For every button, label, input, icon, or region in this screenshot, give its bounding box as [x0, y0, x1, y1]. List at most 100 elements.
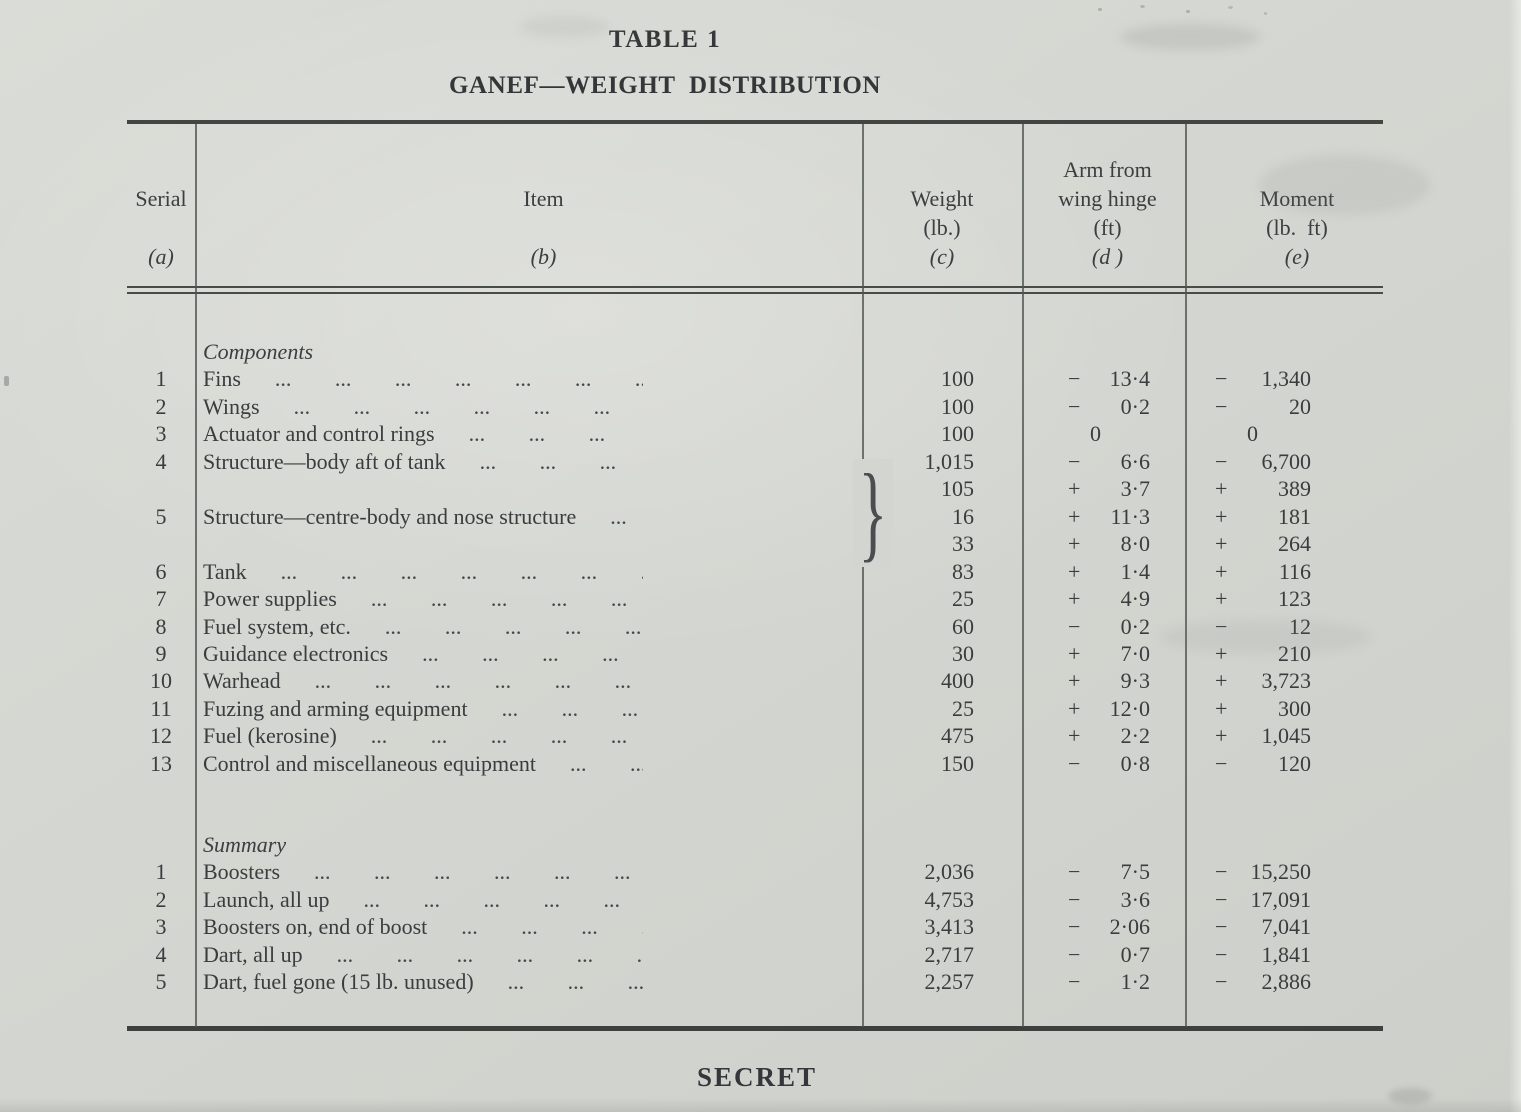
value-number: 7,041	[1261, 914, 1312, 940]
item-cell	[195, 530, 862, 558]
paper-speck	[1228, 6, 1233, 9]
signed-value: − 0·2	[1068, 613, 1150, 641]
value-sign: +	[1215, 640, 1228, 666]
bleed-through-smudge	[1120, 24, 1260, 50]
column-unit: (lb.)	[923, 215, 961, 240]
table-row: 7 Power supplies ... ... ... ... ... ... .…	[127, 585, 1385, 613]
value-number: 9·3	[1120, 668, 1150, 694]
leader-dots: ... ... ... ... ... ... ... ... ... ...	[336, 941, 643, 967]
moment-value: +123	[1185, 585, 1385, 613]
weight-value: 100	[941, 366, 974, 392]
column-key: (a)	[148, 244, 174, 269]
value-sign: +	[1068, 558, 1081, 584]
column-key: (d )	[1091, 244, 1124, 269]
signed-value: − 7,041	[1215, 913, 1311, 941]
value-number: 2·2	[1120, 723, 1150, 749]
table-number: TABLE 1	[608, 26, 722, 53]
value-number: 300	[1278, 695, 1311, 721]
value-number: 2,886	[1261, 969, 1312, 995]
value-sign: −	[1215, 613, 1228, 639]
weight-value: 2,717	[924, 941, 975, 967]
item-cell: Control and miscellaneous equipment ... .…	[195, 750, 862, 778]
value-sign: +	[1068, 668, 1081, 694]
arm-value: +8·0	[1022, 530, 1185, 558]
signed-value: −17,091	[1215, 886, 1311, 914]
value-sign: +	[1068, 476, 1081, 502]
item-cell: Tank ... ... ... ... ... ... ... ... ... …	[195, 558, 862, 586]
column-divider	[862, 124, 864, 1027]
signed-value: +264	[1215, 530, 1311, 558]
signed-value: +116	[1215, 558, 1311, 586]
item-content: Fuel (kerosine) ... ... ... ... ... ... .…	[203, 722, 643, 750]
item-content: Fins ... ... ... ... ... ... ... ... ... …	[203, 365, 643, 393]
serial-cell: 8	[155, 613, 167, 639]
item-label: Fuel (kerosine)	[203, 723, 337, 749]
zero-value: 0	[1090, 421, 1101, 447]
bleed-through-smudge	[1260, 155, 1430, 215]
leader-dots: ... ... ... ... ... ... ... ... ... ...	[461, 914, 643, 940]
value-sign: +	[1215, 695, 1228, 721]
serial-cell: 1	[155, 859, 167, 885]
value-sign: −	[1215, 941, 1228, 967]
weight-value: 1,015	[924, 448, 975, 474]
paper-speck	[4, 376, 9, 386]
item-content: Boosters ... ... ... ... ... ... ... ... …	[203, 858, 643, 886]
weight-value: 2,036	[924, 859, 975, 885]
table-row: 9 Guidance electronics ... ... ... ... ...…	[127, 640, 1385, 668]
table-row: 10 Warhead ... ... ... ... ... ... ... ...…	[127, 667, 1385, 695]
leader-dots: ... ... ... ... ... ... ... ... ... ...	[468, 421, 643, 447]
column-header-serial: Serial (a)	[127, 124, 195, 286]
item-content: Structure—centre-body and nose structure…	[203, 503, 643, 531]
item-cell	[195, 475, 862, 503]
item-cell: Dart, all up ... ... ... ... ... ... ... …	[195, 941, 862, 969]
item-cell: Fins ... ... ... ... ... ... ... ... ... …	[195, 365, 862, 393]
value-sign: −	[1215, 914, 1228, 940]
arm-value: +11·3	[1022, 503, 1185, 531]
signed-value: +389	[1215, 475, 1311, 503]
signed-value: +4·9	[1068, 585, 1150, 613]
moment-value: +116	[1185, 558, 1385, 586]
table-row: 12 Fuel (kerosine) ... ... ... ... ... ...…	[127, 722, 1385, 750]
moment-value: − 2,886	[1185, 968, 1385, 996]
item-label: Warhead	[203, 668, 281, 694]
table-row: 8 Fuel system, etc. ... ... ... ... ... ..…	[127, 613, 1385, 641]
value-number: 116	[1278, 558, 1311, 584]
weight-value: 3,413	[924, 914, 975, 940]
leader-dots: ... ... ... ... ... ... ... ... ... ...	[370, 586, 643, 612]
value-sign: −	[1215, 448, 1228, 474]
moment-value: − 6,700	[1185, 448, 1385, 476]
item-label: Power supplies	[203, 586, 337, 612]
column-key: (c)	[929, 244, 955, 269]
value-sign: −	[1215, 750, 1228, 776]
table-row: 3 Actuator and control rings ... ... ... .…	[127, 420, 1385, 448]
value-sign: −	[1068, 750, 1081, 776]
arm-value: − 3·6	[1022, 886, 1185, 914]
item-label: Launch, all up	[203, 886, 330, 912]
table-row: 5 Structure—centre-body and nose structur…	[127, 503, 1385, 531]
signed-value: − 1·2	[1068, 968, 1150, 996]
item-label: Dart, all up	[203, 941, 303, 967]
leader-dots: ... ... ... ... ... ... ... ... ... ...	[384, 613, 643, 639]
value-sign: +	[1215, 476, 1228, 502]
value-number: 6·6	[1120, 448, 1150, 474]
bleed-through-smudge	[1160, 620, 1370, 654]
signed-value: − 0·2	[1068, 393, 1150, 421]
value-number: 0·2	[1120, 393, 1150, 419]
column-header-item: Item (b)	[195, 124, 862, 286]
signed-value: +11·3	[1068, 503, 1150, 531]
value-number: 7·5	[1120, 859, 1150, 885]
value-sign: −	[1215, 886, 1228, 912]
item-label: Fins	[203, 366, 241, 392]
table-heading-group: TABLE 1 GANEF—WEIGHT DISTRIBUTION	[0, 0, 1330, 99]
arm-value: − 2·06	[1022, 913, 1185, 941]
value-sign: −	[1215, 969, 1228, 995]
value-number: 0·2	[1120, 613, 1150, 639]
moment-value: +264	[1185, 530, 1385, 558]
value-sign: −	[1068, 366, 1081, 392]
column-label: Weight	[910, 186, 974, 211]
signed-value: − 0·7	[1068, 941, 1150, 969]
serial-cell: 1	[155, 366, 167, 392]
moment-value: −15,250	[1185, 858, 1385, 886]
table-row: 6 Tank ... ... ... ... ... ... ... ... ...…	[127, 558, 1385, 586]
serial-cell: 2	[155, 393, 167, 419]
